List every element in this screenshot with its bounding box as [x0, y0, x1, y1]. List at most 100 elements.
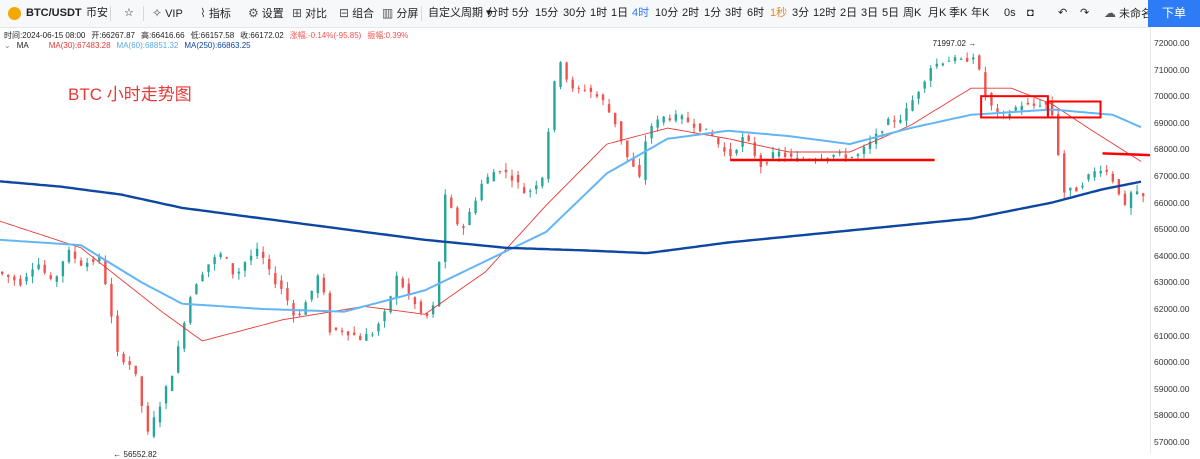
candle-body	[334, 327, 338, 330]
candle-body	[965, 58, 969, 62]
period-4时[interactable]: 4时	[632, 7, 650, 19]
candle-body	[298, 313, 301, 316]
candle-body	[1111, 173, 1115, 182]
candle-body	[261, 251, 265, 258]
period-6时[interactable]: 6时	[747, 7, 765, 19]
candle-body	[996, 108, 999, 112]
symbol-selector[interactable]: BTC/USDT	[26, 7, 82, 19]
candle-body	[231, 263, 235, 275]
candle-body	[1141, 193, 1145, 197]
candle-body	[747, 135, 750, 141]
candle-body	[268, 259, 271, 270]
settings-button[interactable]: ⚙ 设置	[248, 0, 284, 27]
ma-toggle-icon[interactable]: ⌄	[4, 41, 11, 50]
vip-label: VIP	[165, 8, 183, 20]
period-季K[interactable]: 季K	[949, 7, 968, 19]
candle-body	[328, 292, 332, 333]
period-5分[interactable]: 5分	[512, 7, 530, 19]
period-3分[interactable]: 3分	[792, 7, 810, 19]
period-30分[interactable]: 30分	[563, 7, 587, 19]
candle-body	[73, 251, 77, 259]
ma250-value: MA(250):66863.25	[184, 41, 251, 50]
candles-group	[1, 52, 1145, 439]
candle-body	[880, 131, 884, 133]
candle-body	[601, 94, 605, 101]
price-axis[interactable]	[1150, 27, 1200, 454]
candle-body	[990, 92, 993, 106]
camera-icon[interactable]: ◘	[1027, 7, 1034, 19]
period-周K[interactable]: 周K	[903, 7, 922, 19]
period-分时[interactable]: 分时	[487, 7, 509, 19]
period-年K[interactable]: 年K	[971, 7, 990, 19]
candle-body	[844, 154, 847, 159]
ma-label[interactable]: MA	[16, 41, 29, 50]
custom-period-button[interactable]: 自定义周期 ▾	[428, 7, 492, 19]
candle-body	[67, 249, 71, 263]
cloud-icon: ☁	[1104, 6, 1116, 20]
candle-body	[431, 305, 435, 315]
period-15分[interactable]: 15分	[535, 7, 559, 19]
candle-body	[13, 276, 16, 281]
info-open: 开:66267.87	[91, 31, 135, 40]
star-icon[interactable]: ☆	[124, 7, 134, 19]
period-2时[interactable]: 2时	[682, 7, 700, 19]
candle-body	[838, 152, 841, 154]
price-tick: 58000.00	[1154, 410, 1190, 421]
candle-body	[389, 296, 392, 313]
period-1日[interactable]: 1日	[611, 7, 629, 19]
price-tick: 71000.00	[1154, 64, 1190, 75]
period-10分[interactable]: 10分	[655, 7, 679, 19]
info-close: 收:66172.02	[240, 31, 284, 40]
candle-body	[698, 123, 702, 132]
candle-body	[383, 311, 386, 322]
candle-body	[613, 112, 617, 125]
period-1秒[interactable]: 1秒	[770, 7, 788, 19]
split-button[interactable]: ▥ 分屏	[382, 0, 418, 27]
exchange-label[interactable]: 币安	[86, 7, 108, 19]
candle-body	[401, 278, 404, 288]
arrow-left-icon[interactable]: ↶	[1058, 7, 1068, 19]
candle-body	[237, 271, 241, 274]
split-label: 分屏	[396, 8, 419, 20]
arrow-right-icon[interactable]: ↷	[1080, 7, 1090, 19]
candle-body	[352, 332, 356, 335]
candle-body	[425, 313, 429, 317]
countdown: 0s	[1004, 7, 1016, 19]
candle-body	[735, 149, 738, 154]
candle-body	[1063, 153, 1066, 193]
indicators-label: 指标	[208, 8, 231, 20]
candle-body	[941, 63, 945, 66]
price-tick: 59000.00	[1154, 383, 1190, 394]
period-3日[interactable]: 3日	[861, 7, 879, 19]
period-3时[interactable]: 3时	[725, 7, 743, 19]
price-tick: 68000.00	[1154, 144, 1190, 155]
candle-body	[195, 284, 198, 295]
vip-button[interactable]: ✧ VIP	[152, 0, 183, 27]
period-月K[interactable]: 月K	[928, 7, 947, 19]
combine-button[interactable]: ⊟ 组合	[339, 0, 374, 27]
candle-body	[413, 297, 417, 305]
period-1时[interactable]: 1时	[590, 7, 608, 19]
candle-body	[1105, 169, 1108, 172]
breakdown-box	[1046, 100, 1102, 119]
period-5日[interactable]: 5日	[882, 7, 900, 19]
compare-button[interactable]: ⊞ 对比	[292, 0, 327, 27]
period-1分[interactable]: 1分	[704, 7, 722, 19]
candle-body	[972, 57, 975, 60]
indicators-button[interactable]: ⌇ 指标	[200, 0, 231, 27]
candle-body	[371, 334, 374, 336]
period-12时[interactable]: 12时	[813, 7, 837, 19]
candlestick-chart[interactable]	[0, 27, 1150, 454]
info-high: 高:66416.66	[140, 31, 185, 40]
candle-body	[61, 261, 65, 277]
candle-body	[899, 120, 902, 123]
candle-body	[826, 158, 829, 160]
period-2日[interactable]: 2日	[840, 7, 858, 19]
candle-body	[468, 211, 471, 225]
ohlc-info: 时间:2024-06-15 08:00 开:66267.87 高:66416.66 低…	[4, 30, 414, 41]
price-tick: 69000.00	[1154, 117, 1190, 128]
candle-body	[522, 187, 526, 194]
layout-name-label: 未命名	[1119, 8, 1152, 20]
order-button[interactable]: 下单	[1148, 0, 1200, 27]
candle-body	[158, 406, 162, 423]
